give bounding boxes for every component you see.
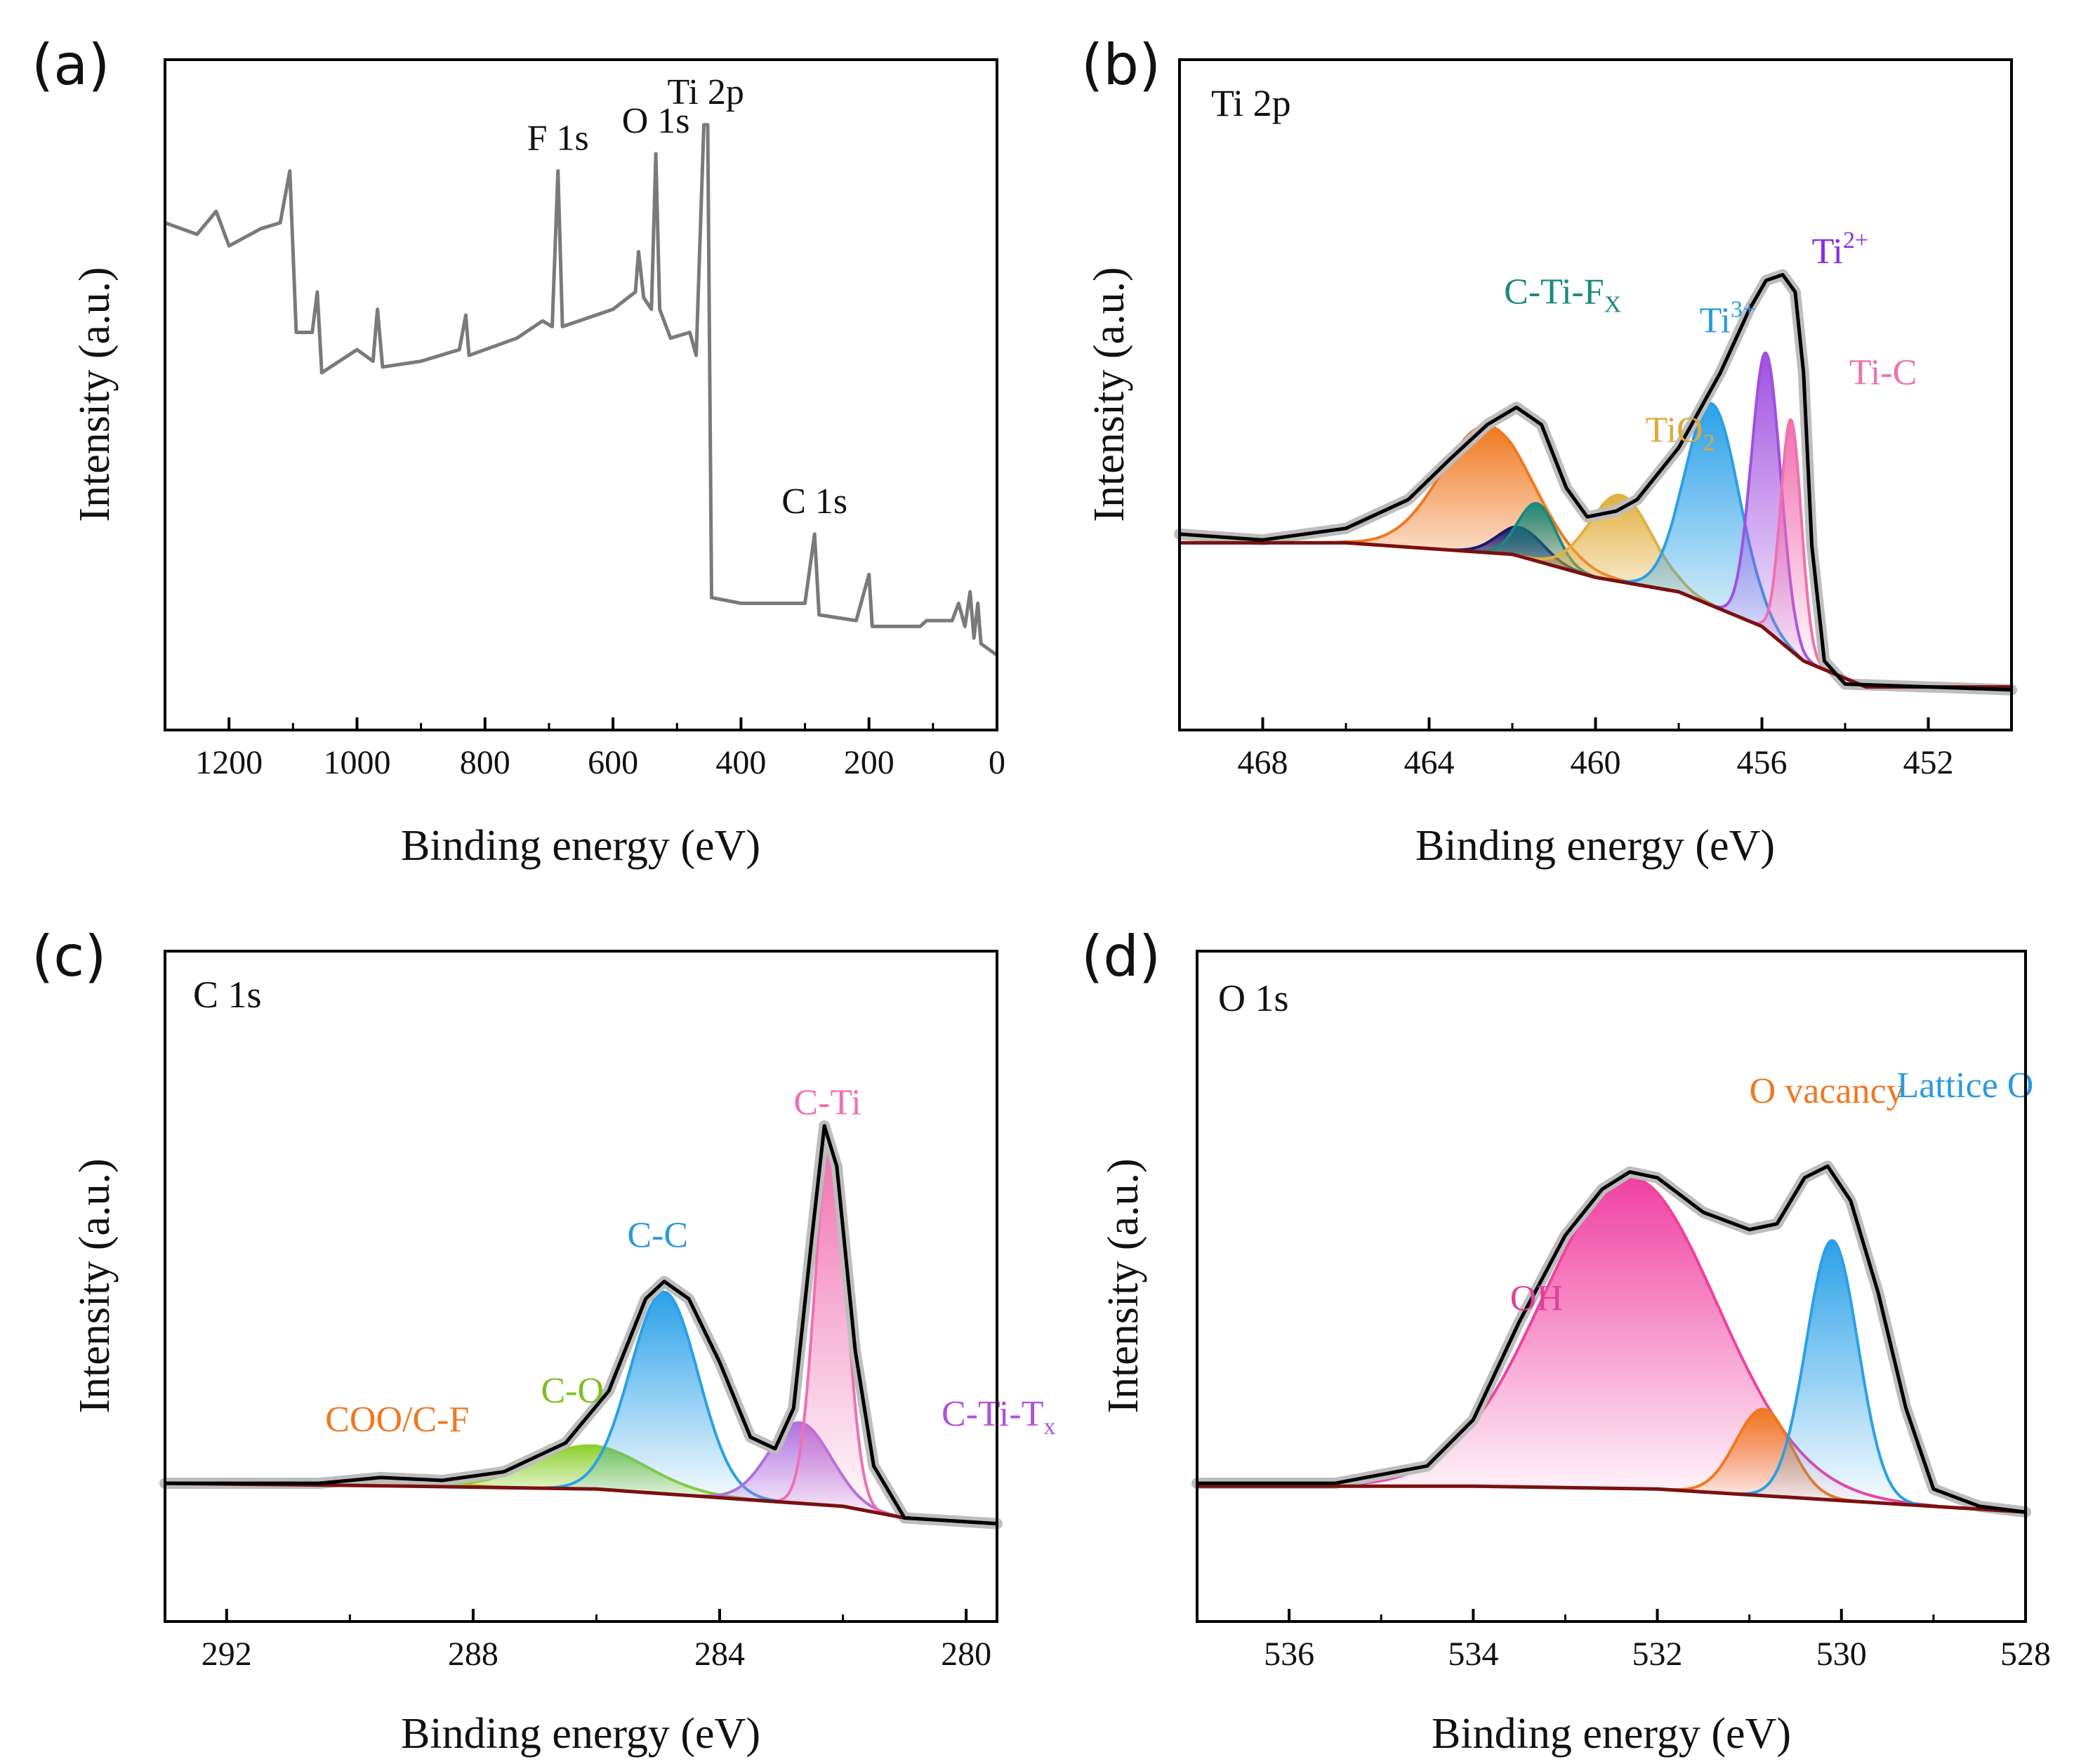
x-tick-label: 0	[989, 744, 1005, 781]
plot-frame-d	[1196, 950, 2027, 1623]
x-tick-label: 1000	[323, 744, 390, 781]
x-tick-label: 200	[844, 744, 894, 781]
component-label-text: Lattice O	[1896, 1066, 2033, 1106]
component-label-sup: 2+	[1843, 227, 1868, 253]
component-label-sup: 3+	[1731, 296, 1756, 322]
x-tick-label: 468	[1238, 744, 1288, 781]
component-label: TiO2	[1646, 411, 1715, 456]
x-tick-label: 464	[1404, 744, 1455, 781]
x-tick-label: 534	[1448, 1636, 1498, 1673]
x-tick-label: 528	[2000, 1636, 2051, 1673]
component-label-sub: 2	[1703, 430, 1715, 456]
component-label-text: O vacancy	[1750, 1071, 1905, 1111]
component-label: C-C	[627, 1215, 688, 1255]
component-label: Ti-C	[1849, 352, 1917, 392]
component-label-text: C-C	[627, 1215, 688, 1255]
y-axis-title-d: Intensity (a.u.)	[1099, 1158, 1147, 1413]
panel-letter-a: (a)	[32, 32, 110, 98]
component-label-text: COO/C-F	[325, 1400, 469, 1440]
panel-letter-b: (b)	[1081, 32, 1161, 98]
component-label-text: C-Ti-F	[1504, 272, 1604, 312]
component-label: Ti3+	[1700, 296, 1757, 340]
fit-envelope-line	[165, 1124, 998, 1526]
x-tick-label: 452	[1903, 744, 1954, 781]
x-axis-title-a: Binding energy (eV)	[401, 822, 760, 870]
panel-title-d: O 1s	[1218, 977, 1289, 1019]
peak-label: Ti 2p	[668, 72, 744, 112]
panel-c: (c) 292 288 284 280 COO/C-F C-O C-C C-Ti C-Ti-Tx…	[32, 924, 1055, 1758]
component-label: Lattice O	[1896, 1066, 2033, 1106]
panel-title-b: Ti 2p	[1211, 82, 1291, 124]
x-axis-title-d: Binding energy (eV)	[1432, 1710, 1791, 1758]
fit-envelope-line	[1179, 272, 2012, 692]
peak-label: F 1s	[527, 119, 589, 159]
x-tick-label: 292	[202, 1636, 252, 1673]
component-label-text: C-O	[541, 1371, 604, 1411]
x-tick-label: 1200	[195, 744, 263, 781]
x-tick-label: 530	[1816, 1636, 1867, 1673]
x-axis-title-c: Binding energy (eV)	[401, 1710, 760, 1758]
component-label-sub: X	[1604, 291, 1622, 317]
component-label: O vacancy	[1750, 1071, 1905, 1111]
peak-label: C 1s	[781, 482, 847, 522]
x-tick-label: 532	[1632, 1636, 1683, 1673]
x-tick-label: 460	[1571, 744, 1621, 781]
background-line	[1180, 541, 2012, 689]
plot-frame-c	[164, 950, 998, 1623]
x-tick-label: 288	[448, 1636, 498, 1673]
component-label-text: C-Ti-T	[942, 1394, 1043, 1434]
component-label-text: Ti	[1812, 232, 1843, 272]
x-tick-label: 600	[588, 744, 638, 781]
component-label: C-Ti-Tx	[942, 1394, 1055, 1440]
component-label-text: C-Ti	[793, 1082, 861, 1122]
panel-letter-c: (c)	[32, 924, 106, 989]
x-tick-label: 400	[715, 744, 766, 781]
plot-frame-b	[1178, 58, 2013, 731]
component-label-text: Ti	[1700, 300, 1731, 340]
component-label: C-Ti	[793, 1082, 861, 1122]
x-tick-label: 280	[941, 1636, 991, 1673]
panel-letter-d: (d)	[1081, 924, 1161, 989]
component-label-text: OH	[1510, 1279, 1563, 1319]
component-label: Ti2+	[1812, 227, 1869, 272]
c1s-plot: 292 288 284 280 COO/C-F C-O C-C C-Ti C-Ti-Tx	[159, 1082, 1055, 1673]
raw-data-trace	[1174, 269, 2017, 696]
component-label: C-Ti-FX	[1504, 272, 1621, 317]
component-label: COO/C-F	[325, 1400, 469, 1440]
fit-envelope-line	[1197, 1164, 2026, 1514]
y-axis-title-a: Intensity (a.u.)	[71, 267, 119, 522]
x-tick-label: 456	[1737, 744, 1788, 781]
component-label-sub: x	[1043, 1414, 1055, 1440]
y-axis-title-b: Intensity (a.u.)	[1085, 267, 1133, 522]
background-line	[1197, 1484, 2026, 1514]
component-label: OH	[1510, 1279, 1563, 1319]
survey-spectrum-line	[164, 123, 998, 657]
panel-b: (b) 468 464 460 456 452C-Ti-FXTiO2Ti3+Ti2+Ti…	[1081, 32, 2017, 870]
plot-frame-a	[164, 58, 998, 731]
component-label-text: Ti-C	[1849, 352, 1917, 392]
x-tick-label: 800	[460, 744, 510, 781]
y-axis-title-c: Intensity (a.u.)	[71, 1158, 119, 1413]
x-tick-label: 284	[694, 1636, 745, 1673]
panel-title-c: C 1s	[193, 974, 262, 1016]
peak-label: O 1s	[622, 101, 690, 141]
component-label-text: TiO	[1646, 411, 1703, 451]
x-axis-title-b: Binding energy (eV)	[1415, 822, 1775, 870]
x-tick-label: 536	[1264, 1636, 1314, 1673]
component-label: C-O	[541, 1371, 604, 1411]
